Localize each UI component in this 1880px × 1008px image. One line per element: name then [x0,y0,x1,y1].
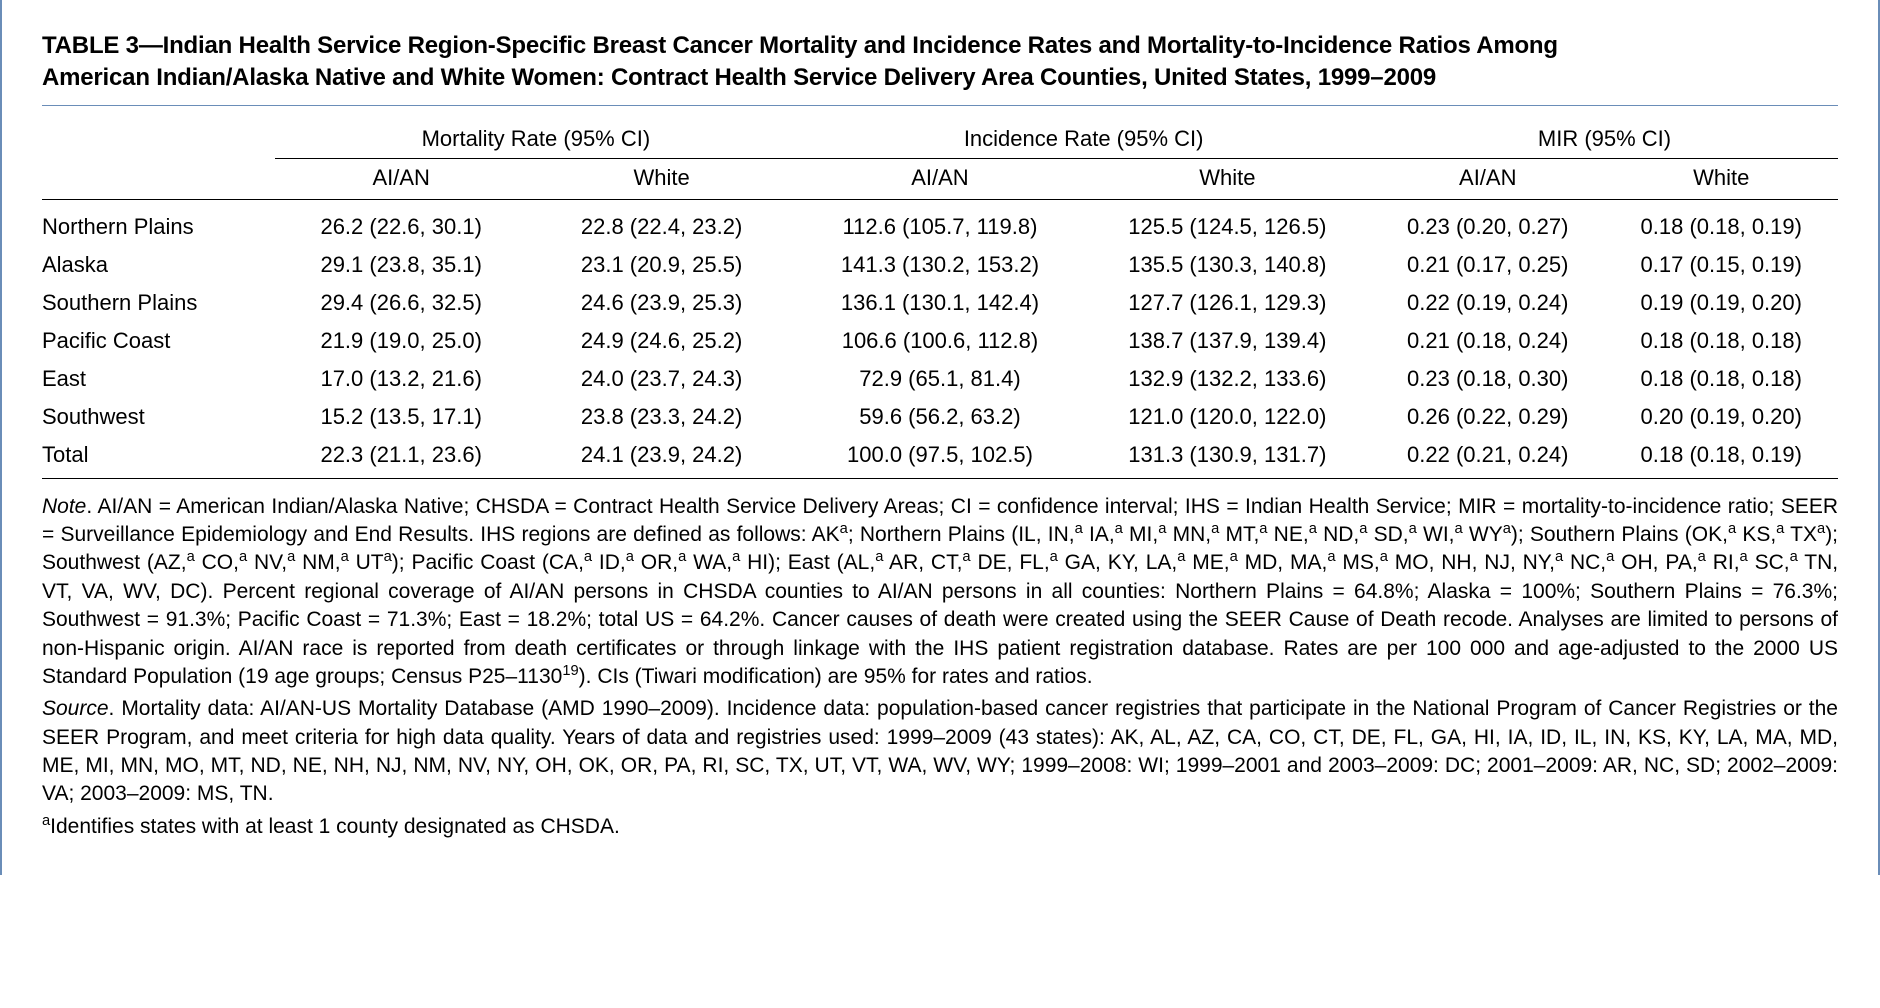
r-ai-cell: 0.26 (0.22, 0.29) [1371,398,1604,436]
r-w-cell: 0.17 (0.15, 0.19) [1604,246,1838,284]
i-w-cell: 131.3 (130.9, 131.7) [1084,436,1371,479]
title-line-1: TABLE 3—Indian Health Service Region-Spe… [42,32,1558,59]
head-m-aian: AI/AN [275,158,526,199]
i-ai-cell: 59.6 (56.2, 63.2) [796,398,1083,436]
m-w-cell: 24.0 (23.7, 24.3) [527,360,796,398]
m-w-cell: 23.8 (23.3, 24.2) [527,398,796,436]
table-row: Pacific Coast21.9 (19.0, 25.0)24.9 (24.6… [42,322,1838,360]
i-ai-cell: 141.3 (130.2, 153.2) [796,246,1083,284]
head-i-aian: AI/AN [796,158,1083,199]
i-ai-cell: 112.6 (105.7, 119.8) [796,199,1083,246]
region-cell: Alaska [42,246,275,284]
region-cell: East [42,360,275,398]
r-w-cell: 0.19 (0.19, 0.20) [1604,284,1838,322]
spanner-mortality: Mortality Rate (95% CI) [275,120,796,159]
r-w-cell: 0.18 (0.18, 0.18) [1604,322,1838,360]
note-paragraph: Note. AI/AN = American Indian/Alaska Nat… [42,493,1838,691]
i-ai-cell: 100.0 (97.5, 102.5) [796,436,1083,479]
m-ai-cell: 15.2 (13.5, 17.1) [275,398,526,436]
i-w-cell: 121.0 (120.0, 122.0) [1084,398,1371,436]
region-cell: Southwest [42,398,275,436]
spanner-incidence: Incidence Rate (95% CI) [796,120,1371,159]
m-w-cell: 22.8 (22.4, 23.2) [527,199,796,246]
source-paragraph: Source. Mortality data: AI/AN-US Mortali… [42,695,1838,808]
region-cell: Total [42,436,275,479]
i-w-cell: 127.7 (126.1, 129.3) [1084,284,1371,322]
i-ai-cell: 72.9 (65.1, 81.4) [796,360,1083,398]
r-w-cell: 0.18 (0.18, 0.19) [1604,199,1838,246]
data-table: Mortality Rate (95% CI) Incidence Rate (… [42,120,1838,479]
table-head: Mortality Rate (95% CI) Incidence Rate (… [42,120,1838,200]
r-ai-cell: 0.21 (0.17, 0.25) [1371,246,1604,284]
table-page: TABLE 3—Indian Health Service Region-Spe… [0,0,1880,875]
m-w-cell: 24.9 (24.6, 25.2) [527,322,796,360]
footnotes: Note. AI/AN = American Indian/Alaska Nat… [42,493,1838,841]
i-ai-cell: 136.1 (130.1, 142.4) [796,284,1083,322]
head-m-white: White [527,158,796,199]
m-ai-cell: 29.1 (23.8, 35.1) [275,246,526,284]
r-w-cell: 0.18 (0.18, 0.19) [1604,436,1838,479]
subhead-row: AI/AN White AI/AN White AI/AN White [42,158,1838,199]
table-row: Alaska29.1 (23.8, 35.1)23.1 (20.9, 25.5)… [42,246,1838,284]
table-row: East17.0 (13.2, 21.6)24.0 (23.7, 24.3)72… [42,360,1838,398]
region-cell: Pacific Coast [42,322,275,360]
r-ai-cell: 0.23 (0.18, 0.30) [1371,360,1604,398]
m-ai-cell: 29.4 (26.6, 32.5) [275,284,526,322]
r-w-cell: 0.20 (0.19, 0.20) [1604,398,1838,436]
region-cell: Southern Plains [42,284,275,322]
region-cell: Northern Plains [42,199,275,246]
m-ai-cell: 17.0 (13.2, 21.6) [275,360,526,398]
i-w-cell: 125.5 (124.5, 126.5) [1084,199,1371,246]
i-w-cell: 132.9 (132.2, 133.6) [1084,360,1371,398]
r-ai-cell: 0.21 (0.18, 0.24) [1371,322,1604,360]
r-ai-cell: 0.22 (0.19, 0.24) [1371,284,1604,322]
head-i-white: White [1084,158,1371,199]
stub-blank-2 [42,158,275,199]
i-ai-cell: 106.6 (100.6, 112.8) [796,322,1083,360]
footnote-a: aIdentifies states with at least 1 count… [42,813,1838,841]
i-w-cell: 135.5 (130.3, 140.8) [1084,246,1371,284]
m-ai-cell: 26.2 (22.6, 30.1) [275,199,526,246]
table-title: TABLE 3—Indian Health Service Region-Spe… [42,30,1838,95]
r-ai-cell: 0.22 (0.21, 0.24) [1371,436,1604,479]
i-w-cell: 138.7 (137.9, 139.4) [1084,322,1371,360]
spanner-row: Mortality Rate (95% CI) Incidence Rate (… [42,120,1838,159]
m-ai-cell: 21.9 (19.0, 25.0) [275,322,526,360]
title-rule [42,105,1838,106]
m-w-cell: 24.6 (23.9, 25.3) [527,284,796,322]
table-row: Southwest15.2 (13.5, 17.1)23.8 (23.3, 24… [42,398,1838,436]
head-r-white: White [1604,158,1838,199]
table-row: Total22.3 (21.1, 23.6)24.1 (23.9, 24.2)1… [42,436,1838,479]
m-w-cell: 24.1 (23.9, 24.2) [527,436,796,479]
table-row: Southern Plains29.4 (26.6, 32.5)24.6 (23… [42,284,1838,322]
stub-blank-1 [42,120,275,159]
table-row: Northern Plains26.2 (22.6, 30.1)22.8 (22… [42,199,1838,246]
m-ai-cell: 22.3 (21.1, 23.6) [275,436,526,479]
title-line-2: American Indian/Alaska Native and White … [42,64,1436,91]
r-w-cell: 0.18 (0.18, 0.18) [1604,360,1838,398]
r-ai-cell: 0.23 (0.20, 0.27) [1371,199,1604,246]
m-w-cell: 23.1 (20.9, 25.5) [527,246,796,284]
head-r-aian: AI/AN [1371,158,1604,199]
spanner-mir: MIR (95% CI) [1371,120,1838,159]
table-body: Northern Plains26.2 (22.6, 30.1)22.8 (22… [42,199,1838,478]
